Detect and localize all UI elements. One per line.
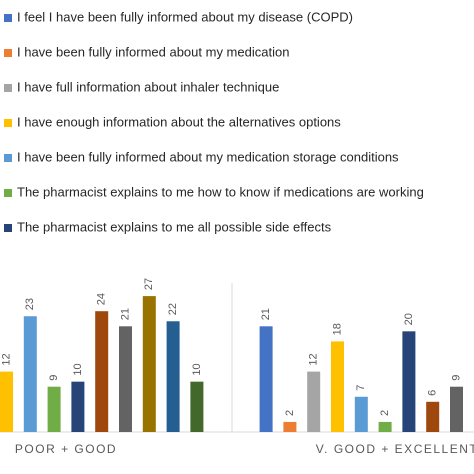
category-label: V. GOOD + EXCELLENT (316, 442, 474, 456)
bar (331, 341, 344, 432)
legend-swatch (4, 84, 12, 92)
bar (354, 396, 368, 432)
bar (47, 386, 61, 432)
data-label: 7 (355, 385, 367, 391)
legend-swatch (4, 49, 12, 57)
data-label: 18 (331, 323, 343, 335)
data-label: 22 (167, 303, 179, 315)
data-label: 10 (191, 363, 203, 375)
data-label: 2 (379, 410, 391, 416)
bar (190, 381, 204, 432)
legend-label: I have enough information about the alte… (17, 114, 341, 129)
bar (23, 316, 37, 432)
bar (166, 321, 180, 432)
legend-label: The pharmacist explains to me all possib… (17, 219, 332, 234)
legend-swatch (4, 224, 12, 232)
data-label: 6 (427, 390, 439, 396)
legend-label: I have been fully informed about my medi… (17, 149, 399, 164)
legend-label: The pharmacist explains to me how to kno… (17, 184, 424, 199)
data-label: 23 (24, 298, 36, 310)
bar (119, 326, 132, 432)
category-label: POOR + GOOD (15, 442, 117, 456)
legend-label: I have full information about inhaler te… (17, 79, 279, 94)
legend-label: I have been fully informed about my medi… (17, 44, 289, 59)
bar (402, 331, 416, 432)
data-label: 21 (119, 308, 131, 320)
data-label: 9 (450, 375, 462, 381)
data-label: 10 (72, 363, 84, 375)
legend-label: I feel I have been fully informed about … (17, 9, 353, 24)
bar (426, 401, 440, 432)
data-label: 24 (96, 293, 108, 305)
legend-swatch (4, 189, 12, 197)
data-label: 20 (403, 313, 415, 325)
bar (283, 421, 297, 432)
bar (142, 296, 156, 432)
bar (95, 311, 109, 432)
bar (307, 371, 321, 432)
data-label: 21 (260, 308, 272, 320)
bar (71, 381, 85, 432)
legend-swatch (4, 14, 12, 22)
bar (259, 326, 273, 432)
legend-swatch (4, 119, 12, 127)
data-label: 2 (284, 410, 296, 416)
data-label: 27 (143, 278, 155, 290)
bar (378, 421, 392, 432)
data-label: 12 (308, 353, 320, 365)
legend-swatch (4, 154, 12, 162)
data-label: 9 (48, 375, 60, 381)
data-label: 12 (0, 353, 12, 365)
bar (0, 371, 13, 432)
bar (450, 386, 463, 432)
